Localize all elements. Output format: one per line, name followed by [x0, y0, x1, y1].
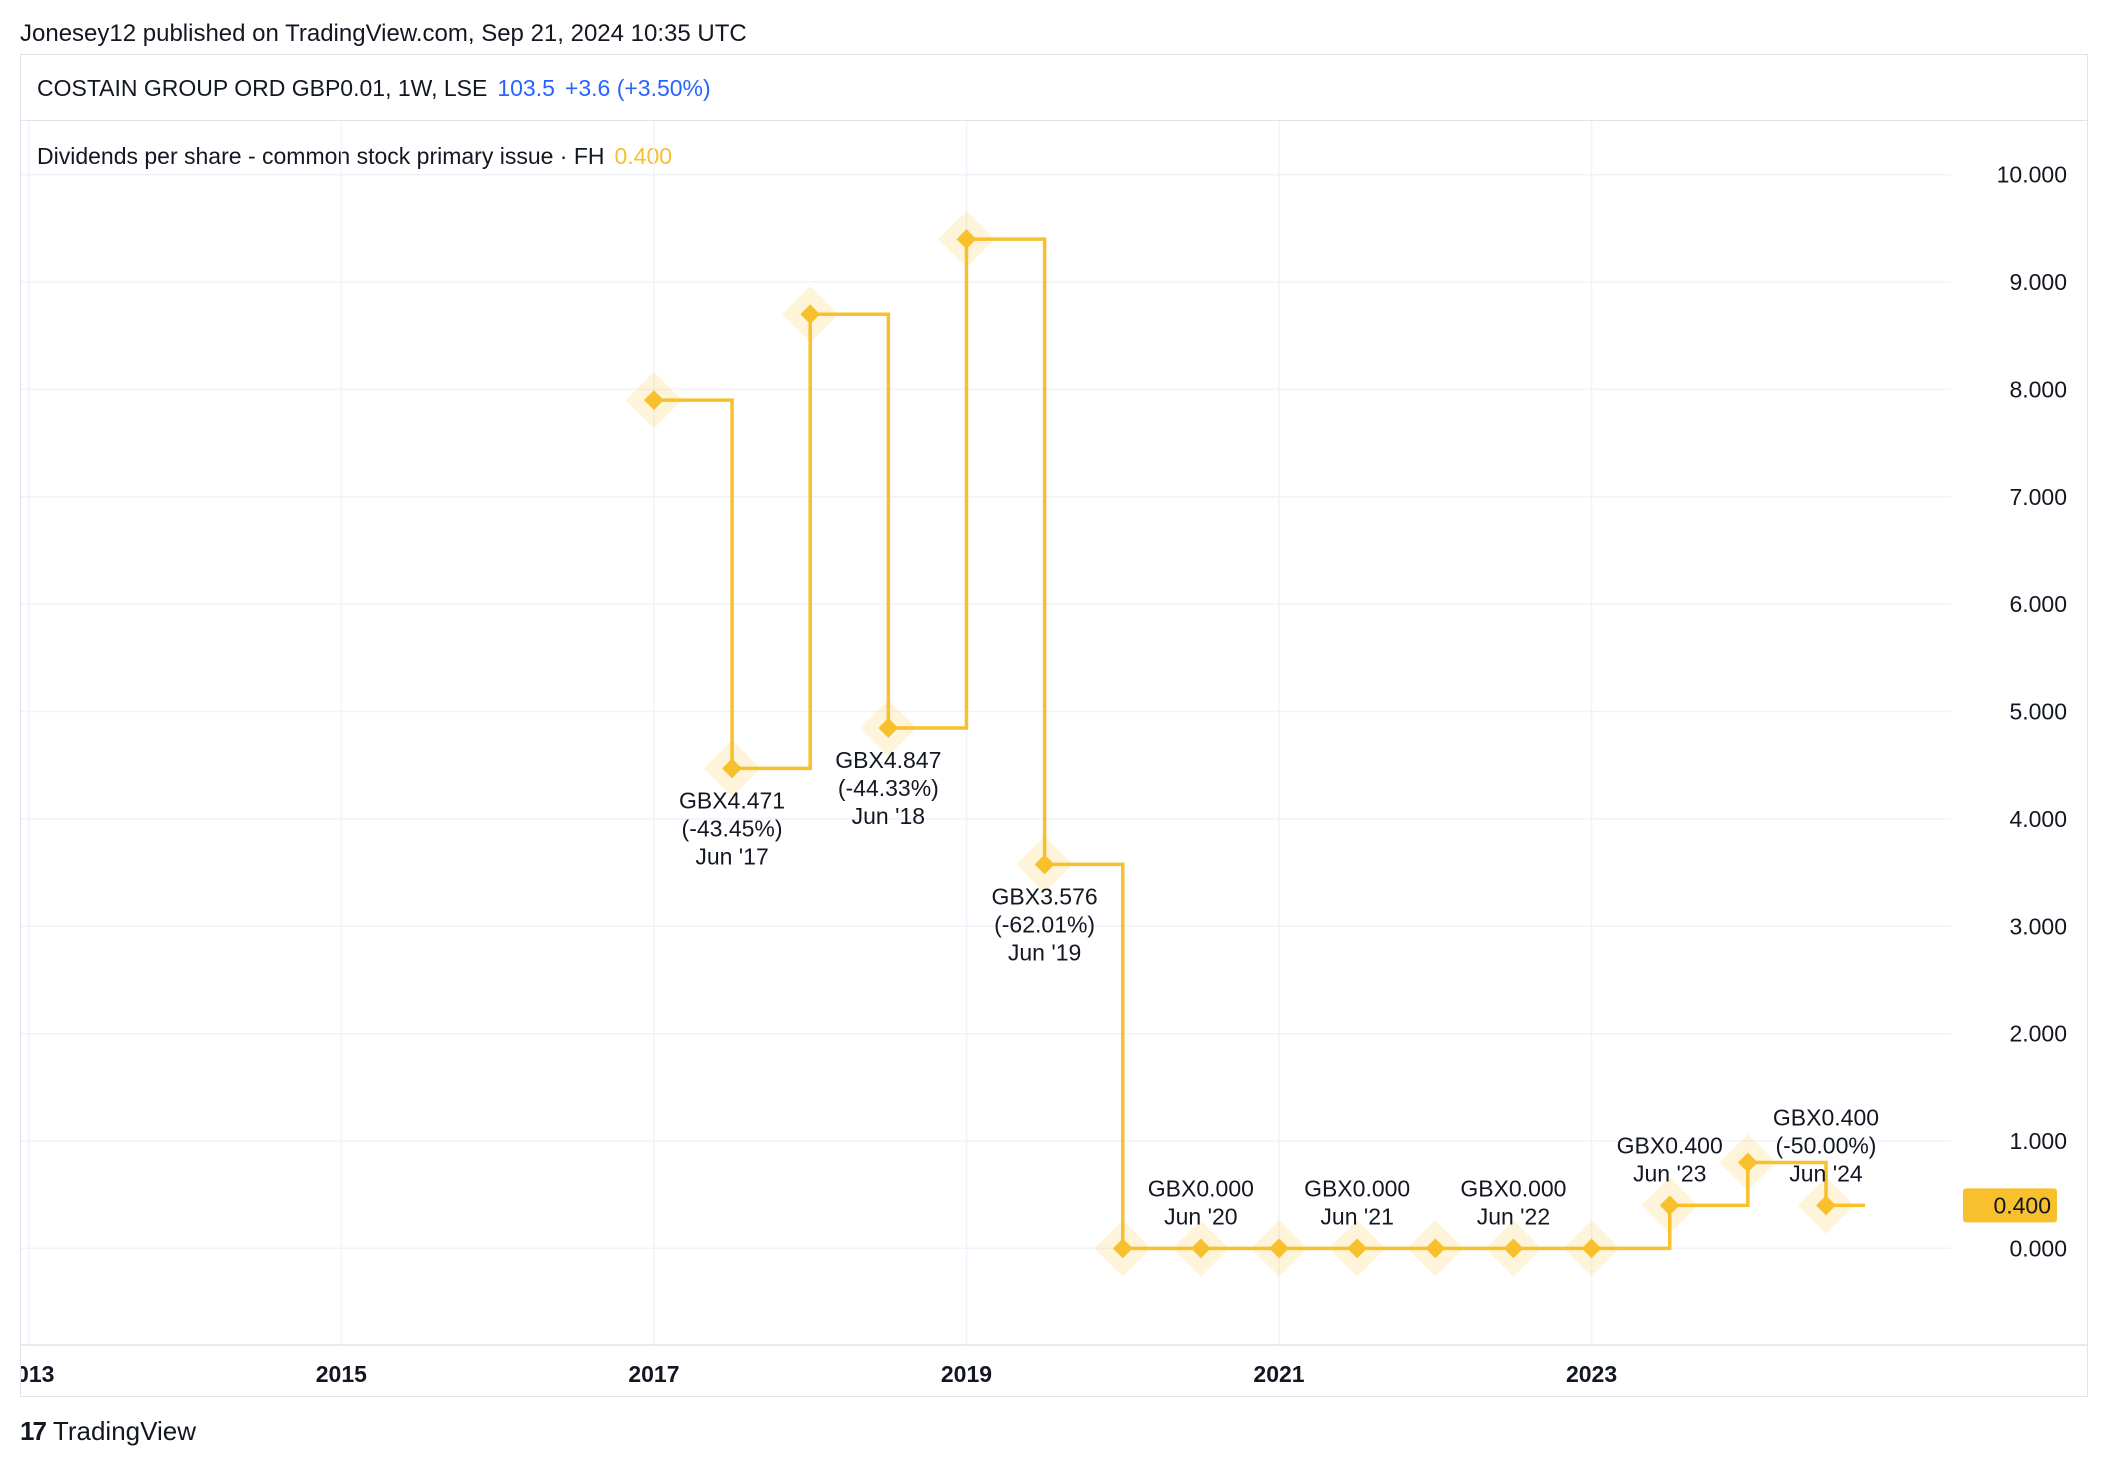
dividend-annotation: GBX0.400 (-50.00%) Jun '24 — [1773, 1104, 1879, 1186]
y-tick-label: 5.000 — [2009, 699, 2067, 725]
annotation-line: Jun '17 — [695, 843, 768, 869]
tradingview-brand[interactable]: 17 TradingView — [20, 1416, 196, 1447]
dividend-chart[interactable]: 0.000 1.000 2.000 3.000 4.000 5.000 6.000 7.000… — [21, 55, 2087, 1396]
x-tick-label: 2023 — [1566, 1361, 1617, 1387]
dividend-marker — [1190, 1238, 1211, 1259]
y-tick-label: 6.000 — [2009, 591, 2067, 617]
annotation-line: Jun '21 — [1320, 1203, 1393, 1229]
dividend-annotation: GBX3.576 (-62.01%) Jun '19 — [992, 883, 1098, 965]
annotation-line: Jun '24 — [1789, 1160, 1863, 1186]
dividend-marker — [1581, 1238, 1602, 1259]
annotation-line: Jun '23 — [1633, 1160, 1706, 1186]
annotation-line: (-50.00%) — [1775, 1132, 1876, 1158]
y-tick-label: 2.000 — [2009, 1021, 2067, 1047]
dividend-marker — [644, 390, 664, 411]
annotation-line: (-43.45%) — [682, 815, 783, 841]
y-tick-label: 10.000 — [1997, 162, 2067, 188]
y-tick-label: 4.000 — [2009, 806, 2067, 832]
annotation-line: Jun '20 — [1164, 1203, 1237, 1229]
y-tick-label: 7.000 — [2009, 484, 2067, 510]
dividend-annotation: GBX0.000 Jun '20 — [1148, 1175, 1254, 1229]
annotation-line: (-62.01%) — [994, 911, 1095, 937]
dividend-marker — [1425, 1238, 1446, 1259]
dividend-marker — [1347, 1238, 1368, 1259]
y-tick-label: 9.000 — [2009, 269, 2067, 295]
x-tick-label: 2017 — [628, 1361, 679, 1387]
annotation-line: (-44.33%) — [838, 775, 939, 801]
indicator-legend[interactable]: Dividends per share - common stock prima… — [37, 143, 672, 170]
publish-line: Jonesey12 published on TradingView.com, … — [20, 20, 747, 47]
brand-name: TradingView — [52, 1416, 196, 1446]
dividend-marker — [1112, 1238, 1133, 1259]
indicator-value: 0.400 — [614, 143, 673, 169]
dividend-marker — [722, 758, 742, 779]
annotation-line: Jun '18 — [852, 803, 925, 829]
dividend-marker — [878, 718, 899, 738]
annotation-line: GBX4.471 — [679, 787, 785, 813]
annotation-line: GBX0.000 — [1304, 1175, 1410, 1201]
annotation-line: GBX3.576 — [992, 883, 1098, 909]
dividend-annotation: GBX4.471 (-43.45%) Jun '17 — [679, 787, 785, 869]
tradingview-logo-icon: 17 — [20, 1416, 47, 1446]
x-tick-label: 2019 — [941, 1361, 992, 1387]
annotation-line: GBX0.000 — [1148, 1175, 1254, 1201]
dividend-marker — [800, 304, 821, 325]
y-tick-label: 0.000 — [2009, 1235, 2067, 1261]
chart-panel[interactable]: COSTAIN GROUP ORD GBP0.01, 1W, LSE 103.5 +… — [20, 54, 2088, 1397]
x-tick-label: 2013 — [21, 1361, 54, 1387]
symbol-header: COSTAIN GROUP ORD GBP0.01, 1W, LSE 103.5 +… — [21, 55, 2087, 121]
annotation-line: Jun '19 — [1008, 939, 1081, 965]
annotation-line: GBX0.000 — [1460, 1175, 1566, 1201]
symbol-price: 103.5 — [497, 75, 555, 101]
y-tick-label: 8.000 — [2009, 376, 2067, 402]
indicator-label: Dividends per share - common stock prima… — [37, 143, 605, 169]
dividend-marker — [1816, 1195, 1836, 1216]
symbol-info: COSTAIN GROUP ORD GBP0.01, 1W, LSE 103.5 +… — [37, 75, 711, 102]
x-tick-label: 2021 — [1253, 1361, 1304, 1387]
dividend-marker — [1659, 1195, 1680, 1216]
y-tick-label: 1.000 — [2009, 1128, 2067, 1154]
last-value-label: 0.400 — [1993, 1192, 2051, 1218]
x-tick-label: 2015 — [316, 1361, 367, 1387]
annotation-line: Jun '22 — [1477, 1203, 1550, 1229]
symbol-change: +3.6 (+3.50%) — [564, 75, 711, 101]
dividend-step-line — [653, 237, 1866, 1251]
dividend-marker — [1034, 854, 1055, 875]
dividend-annotation: GBX0.000 Jun '22 — [1460, 1175, 1566, 1229]
annotation-line: GBX0.400 — [1617, 1132, 1723, 1158]
dividend-annotation: GBX0.000 Jun '21 — [1304, 1175, 1410, 1229]
y-tick-label: 3.000 — [2009, 913, 2067, 939]
annotation-line: GBX0.400 — [1773, 1104, 1879, 1130]
dividend-marker — [1503, 1238, 1524, 1259]
dividend-annotation: GBX0.400 Jun '23 — [1617, 1132, 1723, 1186]
last-value-badge — [1963, 1188, 2057, 1223]
annotation-line: GBX4.847 — [835, 747, 941, 773]
dividend-marker — [1737, 1152, 1758, 1173]
dividend-annotation: GBX4.847 (-44.33%) Jun '18 — [835, 747, 941, 829]
dividend-marker — [1269, 1238, 1289, 1259]
symbol-name[interactable]: COSTAIN GROUP ORD GBP0.01, 1W, LSE — [37, 75, 488, 101]
